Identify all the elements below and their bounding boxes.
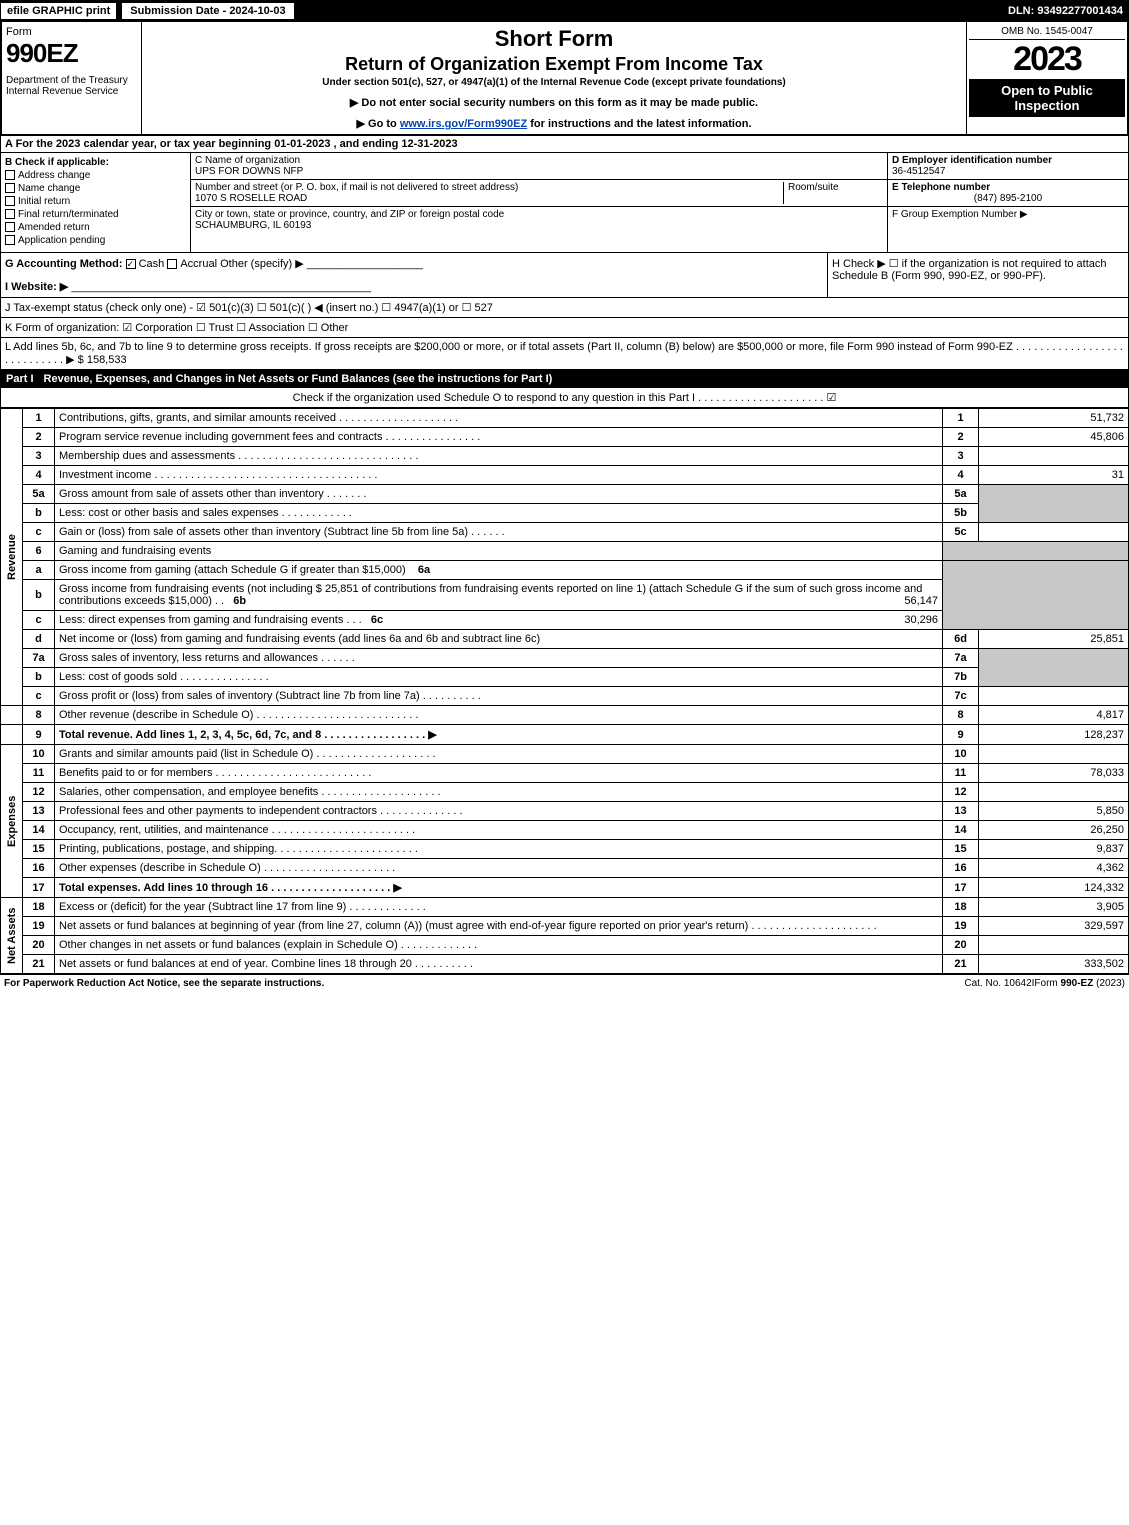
phone-label: E Telephone number [892, 182, 990, 193]
revenue-label: Revenue [1, 409, 23, 706]
check-amended-return[interactable]: Amended return [5, 222, 186, 233]
section-b: B Check if applicable: Address change Na… [1, 153, 191, 252]
org-name: UPS FOR DOWNS NFP [195, 166, 303, 177]
line-1-num: 1 [23, 409, 55, 428]
netassets-label: Net Assets [1, 898, 23, 974]
footer-center: Cat. No. 10642I [964, 978, 1034, 989]
org-name-label: C Name of organization [195, 155, 300, 166]
line-1-text: Contributions, gifts, grants, and simila… [55, 409, 943, 428]
subtitle: Under section 501(c), 527, or 4947(a)(1)… [146, 77, 962, 88]
room-label: Room/suite [783, 182, 883, 204]
part-1-title: Revenue, Expenses, and Changes in Net As… [44, 373, 1123, 385]
goto-post: for instructions and the latest informat… [527, 118, 751, 130]
ein-label: D Employer identification number [892, 155, 1052, 166]
omb-number: OMB No. 1545-0047 [969, 24, 1125, 40]
check-initial-return[interactable]: Initial return [5, 196, 186, 207]
efile-button[interactable]: efile GRAPHIC print [0, 2, 117, 20]
gross-receipts: 158,533 [87, 354, 127, 366]
addr-label: Number and street (or P. O. box, if mail… [195, 182, 518, 193]
phone-value: (847) 895-2100 [892, 193, 1124, 204]
header-right: OMB No. 1545-0047 2023 Open to Public In… [967, 22, 1127, 134]
tax-year: 2023 [969, 40, 1125, 79]
section-def: D Employer identification number36-45125… [888, 153, 1128, 252]
part-1-check: Check if the organization used Schedule … [0, 388, 1129, 408]
line-1-box: 1 [943, 409, 979, 428]
top-bar: efile GRAPHIC print Submission Date - 20… [0, 0, 1129, 22]
group-exemption: F Group Exemption Number ▶ [888, 207, 1128, 222]
dept-label: Department of the Treasury Internal Reve… [6, 75, 137, 97]
form-label: Form [6, 26, 137, 38]
grey-5ab [979, 485, 1129, 523]
section-c: C Name of organization UPS FOR DOWNS NFP… [191, 153, 888, 252]
section-j: J Tax-exempt status (check only one) - ☑… [0, 298, 1129, 318]
lines-table: Revenue 1Contributions, gifts, grants, a… [0, 408, 1129, 974]
line-6b-amt: 56,147 [904, 595, 938, 607]
note-ssn: ▶ Do not enter social security numbers o… [146, 96, 962, 109]
expenses-label: Expenses [1, 745, 23, 898]
section-gh: G Accounting Method: Cash Accrual Other … [0, 253, 1129, 298]
note-goto: ▶ Go to www.irs.gov/Form990EZ for instru… [146, 117, 962, 130]
check-cash[interactable] [126, 259, 136, 269]
footer-right: Form 990-EZ (2023) [1034, 978, 1125, 989]
title-short-form: Short Form [146, 26, 962, 52]
dln-label: DLN: 93492277001434 [1008, 5, 1129, 17]
header-left: Form 990EZ Department of the Treasury In… [2, 22, 142, 134]
header-center: Short Form Return of Organization Exempt… [142, 22, 967, 134]
check-address-change[interactable]: Address change [5, 170, 186, 181]
section-h: H Check ▶ ☐ if the organization is not r… [828, 253, 1128, 297]
org-address: 1070 S ROSELLE ROAD [195, 193, 307, 204]
submission-date: Submission Date - 2024-10-03 [121, 2, 294, 20]
irs-link[interactable]: www.irs.gov/Form990EZ [400, 118, 527, 130]
section-l: L Add lines 5b, 6c, and 7b to line 9 to … [0, 338, 1129, 370]
city-label: City or town, state or province, country… [195, 209, 504, 220]
check-name-change[interactable]: Name change [5, 183, 186, 194]
form-header: Form 990EZ Department of the Treasury In… [0, 22, 1129, 136]
goto-pre: ▶ Go to [357, 118, 400, 130]
line-1-amt: 51,732 [979, 409, 1129, 428]
section-a: A For the 2023 calendar year, or tax yea… [0, 136, 1129, 153]
part-1-num: Part I [6, 373, 44, 385]
line-6c-amt: 30,296 [904, 614, 938, 626]
part-1-header: Part I Revenue, Expenses, and Changes in… [0, 370, 1129, 388]
check-accrual[interactable] [167, 259, 177, 269]
check-final-return[interactable]: Final return/terminated [5, 209, 186, 220]
title-return: Return of Organization Exempt From Incom… [146, 54, 962, 75]
open-public: Open to Public Inspection [969, 79, 1125, 117]
org-city: SCHAUMBURG, IL 60193 [195, 220, 311, 231]
section-bcd: B Check if applicable: Address change Na… [0, 153, 1129, 253]
section-g: G Accounting Method: Cash Accrual Other … [5, 257, 823, 270]
footer: For Paperwork Reduction Act Notice, see … [0, 974, 1129, 992]
section-k: K Form of organization: ☑ Corporation ☐ … [0, 318, 1129, 338]
ein-value: 36-4512547 [892, 166, 945, 177]
check-application-pending[interactable]: Application pending [5, 235, 186, 246]
section-b-label: B Check if applicable: [5, 157, 186, 168]
section-i: I Website: ▶ ___________________________… [5, 280, 823, 293]
form-number: 990EZ [6, 38, 137, 69]
footer-left: For Paperwork Reduction Act Notice, see … [4, 978, 964, 989]
